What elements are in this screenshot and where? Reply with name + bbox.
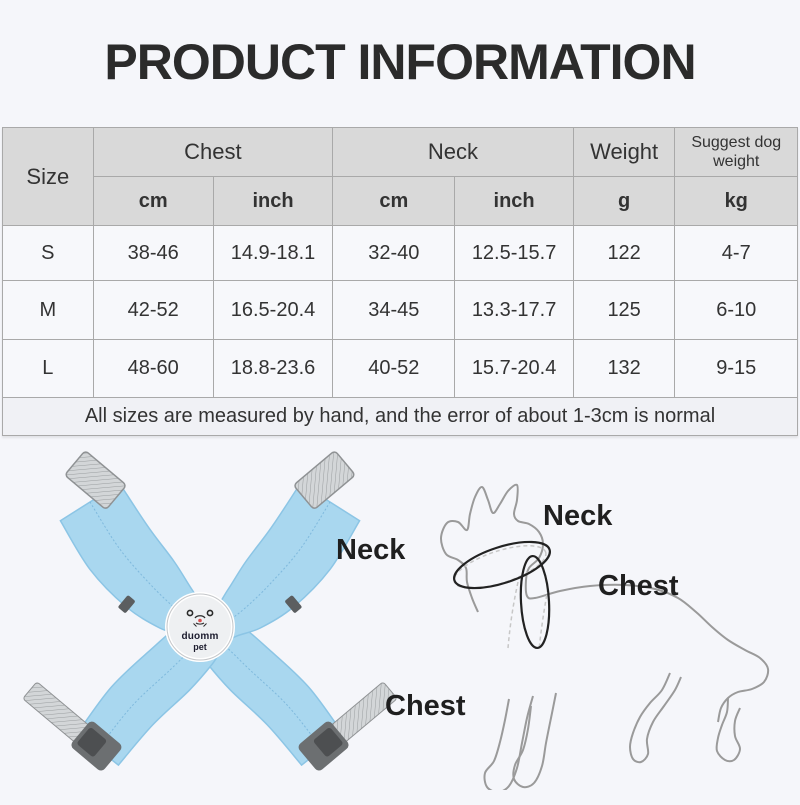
svg-text:duomm: duomm	[181, 631, 218, 642]
svg-text:pet: pet	[193, 642, 207, 652]
